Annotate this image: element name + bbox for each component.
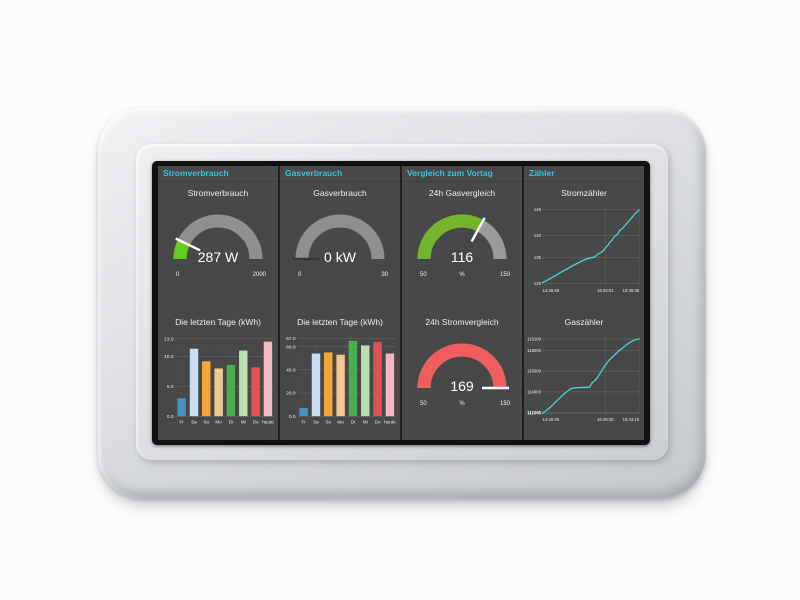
- column-stromverbrauch: Stromverbrauch Stromverbrauch 287 W 0 20…: [158, 166, 278, 440]
- stromvergleich-value: 169: [450, 378, 474, 394]
- svg-text:67.0: 67.0: [286, 336, 296, 342]
- gasvergleich-value: 116: [450, 249, 474, 265]
- strom-gauge-arc: [166, 201, 270, 265]
- svg-text:Mi: Mi: [363, 419, 368, 424]
- panel-stromzaehler: Stromzähler 129 135 140 146 14:45:49 15:43:01…: [524, 182, 644, 311]
- svg-text:heute: heute: [262, 419, 274, 424]
- column-zaehler: Zähler Stromzähler 129 135 140 146 14:45:49 1…: [522, 166, 644, 440]
- bar-chart-title: Die letzten Tage (kWh): [297, 317, 383, 327]
- panel-gas-gauge: Gasverbrauch 0 kW 0 30: [280, 182, 400, 311]
- gauge-max-label: 150: [499, 272, 510, 278]
- dashboard-screen: Stromverbrauch Stromverbrauch 287 W 0 20…: [158, 166, 644, 440]
- gauge-title: 24h Gasvergleich: [428, 188, 496, 198]
- column-vergleich: Vergleich zum Vortag 24h Gasvergleich 11…: [400, 166, 522, 440]
- svg-text:111940: 111940: [527, 411, 541, 416]
- gauge-title: Stromverbrauch: [187, 188, 249, 198]
- svg-text:Mo: Mo: [337, 419, 344, 424]
- svg-text:129: 129: [534, 281, 542, 286]
- svg-text:114000: 114000: [527, 389, 542, 394]
- gasvergleich-gauge-arc: [410, 201, 514, 265]
- panel-stromvergleich: 24h Stromvergleich 169 50 % 150: [402, 311, 522, 440]
- svg-text:112000: 112000: [527, 410, 542, 415]
- gauge-min-label: 0: [298, 272, 302, 278]
- gauge-min-label: 50: [420, 401, 427, 407]
- tab-stromverbrauch[interactable]: Stromverbrauch: [158, 166, 278, 182]
- svg-text:Do: Do: [375, 419, 381, 424]
- svg-text:15:43:01: 15:43:01: [597, 288, 614, 293]
- svg-text:16:45:35: 16:45:35: [623, 288, 640, 293]
- svg-text:Fr: Fr: [301, 419, 306, 424]
- svg-text:Sa: Sa: [313, 419, 319, 424]
- stromvergleich-gauge-arc: [410, 330, 514, 394]
- svg-text:Mi: Mi: [241, 419, 246, 424]
- svg-text:16:43:10: 16:43:10: [623, 417, 640, 422]
- svg-text:140: 140: [534, 233, 542, 238]
- gauge-max-label: 150: [499, 401, 510, 407]
- svg-text:0.0: 0.0: [167, 414, 174, 420]
- svg-text:0.0: 0.0: [289, 414, 296, 420]
- gauge-title: Gasverbrauch: [313, 188, 367, 198]
- svg-text:135: 135: [534, 255, 542, 260]
- gaszaehler-line-chart: 111940 112000 114000 116000 118000 119100 14:4…: [526, 329, 642, 428]
- panel-pc-frame: Stromverbrauch Stromverbrauch 287 W 0 20…: [98, 108, 706, 498]
- strom-gauge: 287 W 0 2000: [166, 201, 270, 279]
- svg-text:15:49:30: 15:49:30: [597, 417, 614, 422]
- svg-text:Do: Do: [253, 419, 259, 424]
- svg-text:119100: 119100: [527, 337, 542, 342]
- svg-text:60.0: 60.0: [286, 344, 296, 350]
- panel-gasvergleich: 24h Gasvergleich 116 50 % 150: [402, 182, 522, 311]
- gas-gauge-arc: [288, 201, 392, 265]
- gas-bar-chart: 0.0 20.0 40.0 60.0 67.0 Fr Sa So Mo Di Mi Do heute: [282, 329, 398, 428]
- gas-gauge-value: 0 kW: [324, 249, 356, 265]
- gauge-unit-label: %: [459, 272, 465, 278]
- svg-text:5.0: 5.0: [167, 384, 174, 390]
- panel-strom-gauge: Stromverbrauch 287 W 0 2000: [158, 182, 278, 311]
- tab-gasverbrauch[interactable]: Gasverbrauch: [280, 166, 400, 182]
- svg-text:So: So: [325, 419, 331, 424]
- line-chart-title: Gaszähler: [564, 317, 604, 327]
- svg-text:Sa: Sa: [191, 419, 197, 424]
- gauge-min-label: 50: [420, 272, 427, 278]
- gauge-title: 24h Stromvergleich: [425, 317, 499, 327]
- svg-text:20.0: 20.0: [286, 391, 296, 397]
- gas-gauge: 0 kW 0 30: [288, 201, 392, 279]
- tab-zaehler[interactable]: Zähler: [524, 166, 644, 182]
- panel-gaszaehler: Gaszähler 111940 112000 114000 116000 118000…: [524, 311, 644, 440]
- svg-text:116000: 116000: [527, 369, 542, 374]
- svg-text:14:45:49: 14:45:49: [542, 417, 559, 422]
- svg-text:heute: heute: [384, 419, 396, 424]
- svg-text:Di: Di: [229, 419, 233, 424]
- strom-gauge-value: 287 W: [197, 249, 239, 265]
- column-gasverbrauch: Gasverbrauch Gasverbrauch 0 kW 0 30 Die …: [278, 166, 400, 440]
- svg-text:146: 146: [534, 207, 542, 212]
- gauge-max-label: 30: [381, 272, 388, 278]
- line-chart-title: Stromzähler: [561, 188, 607, 198]
- gauge-min-label: 0: [176, 272, 180, 278]
- svg-text:13.0: 13.0: [164, 336, 174, 342]
- stromvergleich-gauge: 169 50 % 150: [410, 330, 514, 408]
- svg-text:14:45:49: 14:45:49: [542, 288, 559, 293]
- svg-text:40.0: 40.0: [286, 368, 296, 374]
- svg-text:Fr: Fr: [179, 419, 184, 424]
- stromzaehler-line-chart: 129 135 140 146 14:45:49 15:43:01 16:45:35: [526, 200, 642, 299]
- svg-text:Di: Di: [351, 419, 355, 424]
- svg-text:118000: 118000: [527, 348, 542, 353]
- gasvergleich-gauge: 116 50 % 150: [410, 201, 514, 279]
- bar-chart-title: Die letzten Tage (kWh): [175, 317, 261, 327]
- screen-bezel: Stromverbrauch Stromverbrauch 287 W 0 20…: [152, 161, 650, 445]
- svg-text:So: So: [203, 419, 209, 424]
- panel-strom-bars: Die letzten Tage (kWh) 0.0 5.0 10.0 13.0 Fr S…: [158, 311, 278, 440]
- strom-bar-chart: 0.0 5.0 10.0 13.0 Fr Sa So Mo Di Mi Do heute: [160, 329, 276, 428]
- svg-text:Mo: Mo: [215, 419, 222, 424]
- gauge-max-label: 2000: [252, 272, 266, 278]
- gauge-unit-label: %: [459, 401, 465, 407]
- panel-gas-bars: Die letzten Tage (kWh) 0.0 20.0 40.0 60.0 67…: [280, 311, 400, 440]
- svg-text:10.0: 10.0: [164, 354, 174, 360]
- tab-vergleich[interactable]: Vergleich zum Vortag: [402, 166, 522, 182]
